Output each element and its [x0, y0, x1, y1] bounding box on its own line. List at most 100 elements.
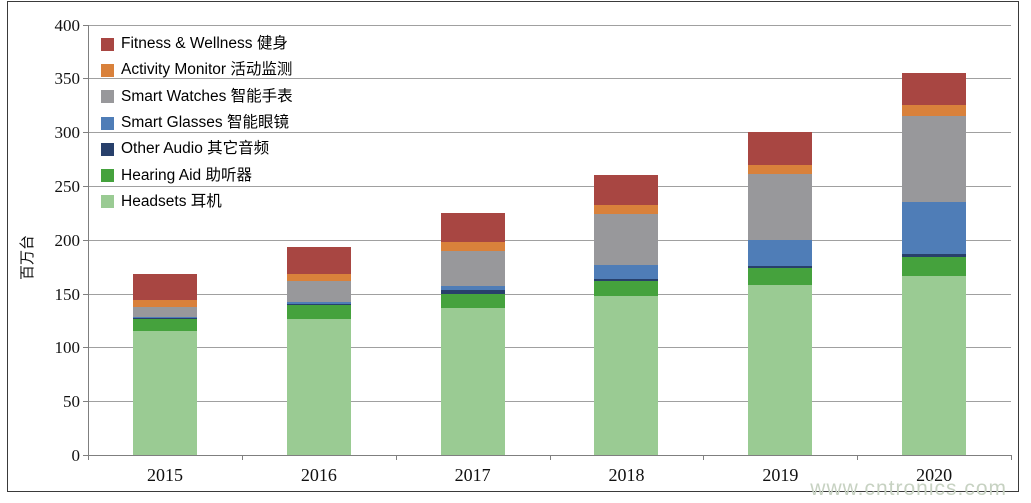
gridline-100: [88, 347, 1011, 349]
x-tick-label: 2015: [147, 465, 183, 485]
bar-2018: [594, 175, 659, 455]
legend-label: Smart Glasses 智能眼镜: [121, 114, 289, 132]
bar-segment: [286, 274, 351, 281]
bar-segment: [440, 241, 505, 251]
y-tick-label: 150: [54, 284, 81, 304]
legend-swatch: [101, 195, 114, 209]
bar-segment: [902, 276, 967, 455]
legend-item: Headsets 耳机: [101, 189, 293, 215]
gridline-50: [88, 401, 1011, 403]
bar-segment: [594, 175, 659, 206]
y-tick-label: 350: [54, 69, 81, 89]
bar-segment: [132, 300, 197, 307]
gridline-150: [88, 293, 1011, 295]
legend-label: Activity Monitor 活动监测: [121, 61, 293, 79]
legend-item: Other Audio 其它音频: [101, 136, 293, 162]
bar-segment: [594, 295, 659, 455]
y-axis-tick: [83, 239, 88, 241]
gridline-200: [88, 239, 1011, 241]
bar-segment: [286, 304, 351, 306]
bar-segment: [748, 284, 813, 455]
bar-segment: [440, 212, 505, 242]
y-axis-tick: [83, 132, 88, 134]
bar-segment: [748, 132, 813, 165]
bar-2017: [440, 212, 505, 455]
legend-label: Fitness & Wellness 健身: [121, 35, 288, 53]
legend-item: Hearing Aid 助听器: [101, 162, 293, 188]
bar-segment: [748, 164, 813, 175]
bar-segment: [748, 174, 813, 240]
y-axis-tick: [83, 347, 88, 349]
bar-segment: [286, 319, 351, 455]
y-tick-label: 0: [71, 446, 81, 465]
y-tick-label: 200: [54, 230, 81, 250]
bar-segment: [132, 318, 197, 320]
x-axis-tick: [1011, 455, 1012, 460]
bar-segment: [594, 280, 659, 296]
legend-swatch: [101, 142, 114, 156]
bar-2019: [748, 132, 813, 455]
gridline-250: [88, 186, 1011, 187]
y-axis-tick: [83, 78, 88, 80]
bar-2015: [132, 274, 197, 455]
legend: Fitness & Wellness 健身 Activity Monitor 活动…: [101, 31, 293, 215]
legend-swatch: [101, 63, 114, 77]
bar-segment: [440, 293, 505, 308]
bar-segment: [902, 202, 967, 254]
bar-segment: [286, 302, 351, 305]
y-axis-tick: [83, 455, 88, 456]
y-axis-tick: [83, 186, 88, 187]
x-tick-label: 2020: [916, 465, 953, 485]
bar-segment: [748, 267, 813, 285]
legend-label: Hearing Aid 助听器: [121, 166, 252, 184]
gridline-400: [88, 24, 1011, 26]
y-tick-label: 250: [54, 177, 81, 196]
x-axis-tick: [703, 455, 705, 460]
legend-label: Other Audio 其它音频: [121, 140, 270, 158]
bar-segment: [132, 274, 197, 301]
y-tick-label: 400: [54, 15, 81, 35]
x-axis-tick: [857, 455, 859, 460]
bar-segment: [594, 264, 659, 279]
bar-segment: [902, 253, 967, 258]
bar-segment: [902, 116, 967, 203]
bar-segment: [440, 290, 505, 294]
y-axis-tick: [83, 401, 88, 403]
bar-segment: [594, 205, 659, 214]
x-axis-tick: [241, 455, 243, 460]
bar-segment: [286, 247, 351, 275]
y-axis-line: [88, 24, 89, 455]
bar-segment: [440, 307, 505, 455]
bar-segment: [902, 105, 967, 117]
bar-segment: [132, 317, 197, 319]
legend-swatch: [101, 116, 114, 130]
bar-segment: [132, 319, 197, 332]
bar-segment: [748, 265, 813, 268]
bar-segment: [132, 331, 197, 455]
bar-segment: [902, 257, 967, 277]
legend-label: Smart Watches 智能手表: [121, 87, 293, 105]
x-tick-label: 2019: [762, 465, 799, 485]
bar-segment: [902, 73, 967, 106]
bar-segment: [132, 306, 197, 318]
legend-swatch: [101, 37, 114, 51]
x-tick-label: 2017: [454, 465, 491, 485]
y-tick-label: 300: [54, 123, 81, 143]
x-tick-label: 2016: [300, 465, 337, 485]
legend-label: Headsets 耳机: [121, 192, 222, 210]
legend-swatch: [101, 90, 114, 104]
bar-segment: [440, 286, 505, 291]
legend-item: Activity Monitor 活动监测: [101, 57, 293, 83]
legend-item: Smart Watches 智能手表: [101, 84, 293, 110]
bar-segment: [440, 250, 505, 287]
y-axis-tick: [83, 24, 88, 26]
legend-item: Fitness & Wellness 健身: [101, 31, 293, 57]
legend-swatch: [101, 169, 114, 183]
gridline-350: [88, 78, 1011, 80]
y-axis-tick: [83, 293, 88, 295]
x-axis-tick: [395, 455, 397, 460]
x-tick-label: 2018: [608, 465, 645, 485]
x-axis-tick: [88, 455, 89, 460]
bar-2020: [902, 73, 967, 455]
